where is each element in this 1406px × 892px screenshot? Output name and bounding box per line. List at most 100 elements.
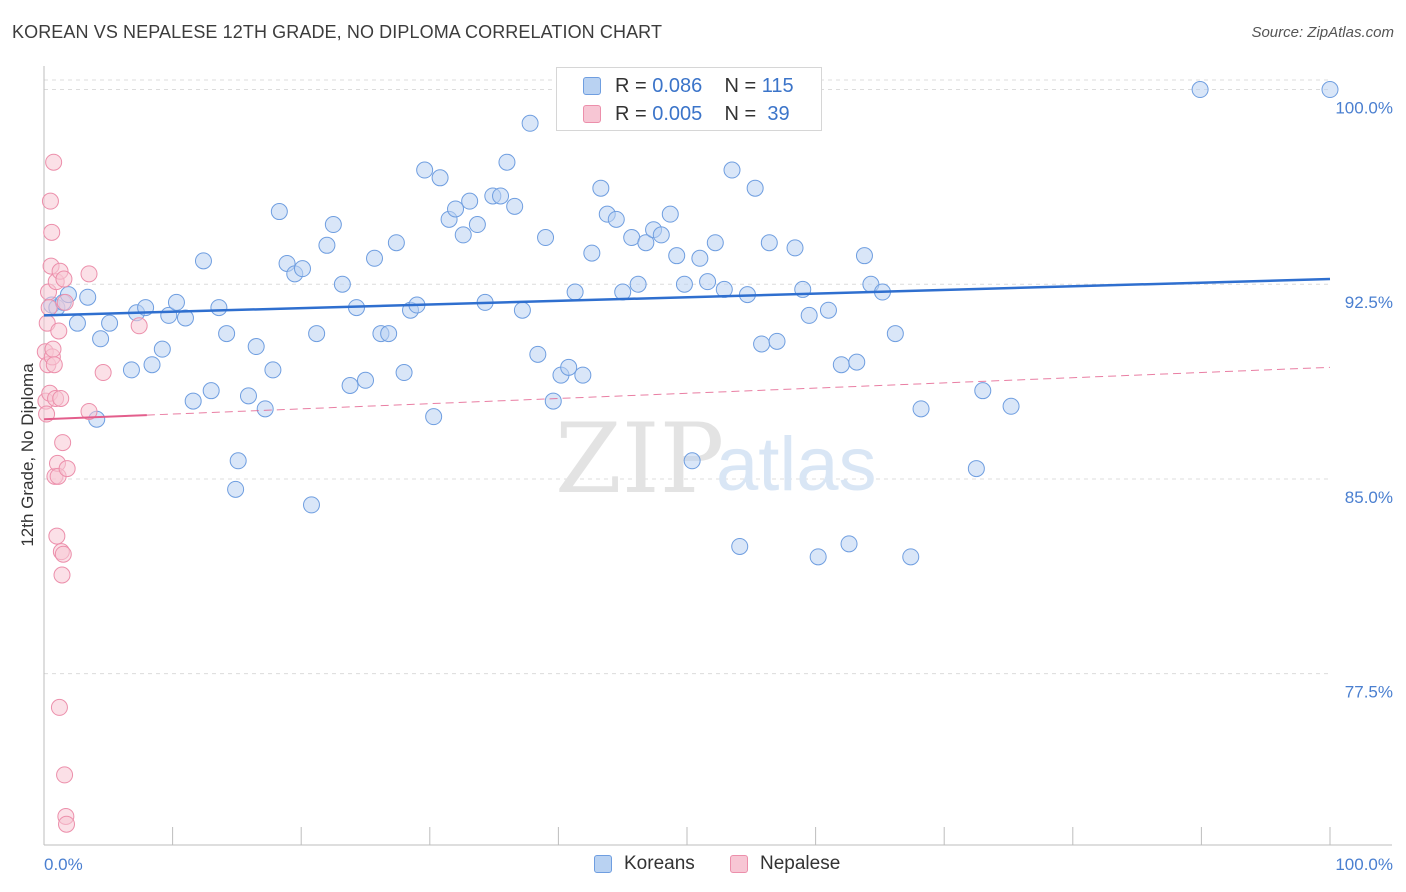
korean-point: [592, 179, 610, 197]
korean-point: [629, 275, 647, 293]
korean-point: [229, 452, 247, 470]
legend-n-label: N =: [724, 74, 757, 97]
korean-point: [1002, 397, 1020, 415]
korean-trend-line: [43, 277, 1331, 317]
korean-point: [293, 260, 311, 278]
korean-point: [425, 408, 443, 426]
y-tick-label: 85.0%: [1345, 488, 1393, 507]
nepalese-point: [56, 766, 74, 784]
korean-point: [760, 234, 778, 252]
nepalese-point: [55, 270, 73, 288]
korean-point: [341, 376, 359, 394]
korean-point: [395, 364, 413, 382]
koreans-swatch: [594, 855, 612, 873]
korean-point: [566, 283, 584, 301]
korean-point: [447, 200, 465, 218]
korean-point: [454, 226, 472, 244]
korean-points: [43, 81, 1339, 566]
korean-point: [498, 153, 516, 171]
korean-point: [1191, 81, 1209, 99]
korean-point: [308, 325, 326, 343]
korean-point: [461, 192, 479, 210]
korean-point: [840, 535, 858, 553]
korean-point: [623, 229, 641, 247]
korean-point: [366, 249, 384, 267]
nepalese-swatch: [730, 855, 748, 873]
x-tick-label: 100.0%: [1335, 855, 1393, 874]
korean-point: [683, 452, 701, 470]
korean-point: [101, 314, 119, 332]
korean-point: [637, 234, 655, 252]
watermark-atlas: atlas: [716, 422, 877, 507]
nepalese-point: [80, 402, 98, 420]
source-label: Source: ZipAtlas.com: [1251, 24, 1394, 41]
korean-point: [529, 345, 547, 363]
korean-point: [886, 325, 904, 343]
gridlines: [44, 79, 1330, 675]
korean-point: [574, 366, 592, 384]
y-tick-label: 92.5%: [1345, 293, 1393, 312]
tick-labels: 77.5% 85.0% 92.5% 100.0% 0.0% 100.0%: [44, 99, 1393, 874]
korean-point: [506, 197, 524, 215]
nepalese-points: [36, 153, 148, 833]
nepalese-point: [54, 545, 72, 563]
axes: [43, 66, 1392, 846]
korean-point: [416, 161, 434, 179]
korean-point: [68, 314, 86, 332]
legend-r-value: 0.005: [652, 102, 703, 125]
nepalese-point: [58, 815, 76, 833]
korean-point: [202, 382, 220, 400]
korean-point: [746, 179, 764, 197]
korean-point: [537, 229, 555, 247]
nepalese-point: [94, 364, 112, 382]
korean-point: [239, 387, 257, 405]
korean-point: [153, 340, 171, 358]
korean-point: [967, 460, 985, 478]
nepalese-point: [52, 389, 70, 407]
nepalese-point: [41, 192, 59, 210]
nepalese-point: [45, 153, 63, 171]
korean-point: [1321, 81, 1339, 99]
korean-point: [468, 216, 486, 234]
korean-point: [652, 226, 670, 244]
korean-point: [513, 301, 531, 319]
korean-point: [176, 309, 194, 327]
korean-point: [324, 216, 342, 234]
korean-point: [768, 332, 786, 350]
korean-point: [544, 392, 562, 410]
legend-r-value: 0.086: [652, 74, 703, 97]
korean-point: [318, 236, 336, 254]
nepalese-point: [58, 460, 76, 478]
nepalese-point: [53, 566, 71, 584]
legend-n-label: N =: [724, 102, 757, 125]
korean-point: [848, 353, 866, 371]
legend-row-koreans: R = 0.086 N = 115: [583, 74, 794, 98]
legend-swatch-koreans: [583, 77, 601, 95]
trend-lines: [43, 277, 1331, 421]
y-tick-label: 100.0%: [1335, 99, 1393, 118]
korean-point: [661, 205, 679, 223]
korean-point: [819, 301, 837, 319]
legend-n-value: 115: [761, 74, 794, 97]
legend-n-value: 39: [767, 102, 790, 125]
korean-point: [264, 361, 282, 379]
korean-point: [855, 247, 873, 265]
korean-point: [614, 283, 632, 301]
y-tick-label: 77.5%: [1345, 683, 1393, 702]
x-tick-label: 0.0%: [44, 855, 83, 874]
korean-point: [92, 330, 110, 348]
korean-point: [333, 275, 351, 293]
korean-point: [431, 169, 449, 187]
legend-row-nepalese: R = 0.005 N = 39: [583, 102, 790, 126]
korean-point: [79, 288, 97, 306]
bottom-legend-koreans: Koreans: [594, 851, 695, 877]
korean-point: [699, 273, 717, 291]
korean-point: [832, 356, 850, 374]
legend-r-label: R =: [615, 102, 647, 125]
nepalese-point: [50, 698, 68, 716]
korean-point: [902, 548, 920, 566]
korean-point: [227, 480, 245, 498]
korean-point: [256, 400, 274, 418]
korean-point: [357, 371, 374, 389]
nepalese-point: [45, 356, 63, 374]
